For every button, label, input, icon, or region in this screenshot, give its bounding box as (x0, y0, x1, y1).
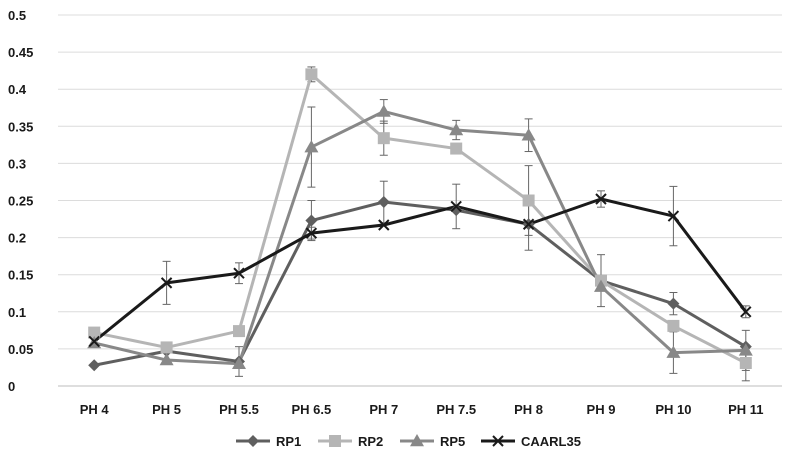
data-point-rp2 (305, 68, 318, 81)
data-point-caarl35 (305, 227, 318, 239)
error-bars (162, 66, 750, 382)
legend-label-rp5: RP5 (440, 434, 465, 449)
data-point-caarl35 (667, 210, 680, 222)
x-tick-label: PH 11 (728, 402, 763, 417)
data-point-rp1 (667, 297, 680, 310)
y-tick-label: 0.25 (8, 194, 33, 209)
data-point-rp2 (522, 194, 535, 207)
x-tick-label: PH 10 (655, 402, 691, 417)
legend-marker-rp2 (329, 435, 341, 447)
y-tick-label: 0.4 (8, 82, 27, 97)
y-tick-label: 0.35 (8, 119, 33, 134)
data-point-caarl35 (450, 200, 462, 213)
x-tick-label: PH 6.5 (292, 402, 332, 417)
y-tick-label: 0.05 (8, 342, 33, 357)
legend-label-rp1: RP1 (276, 434, 301, 449)
legend-item-rp2: RP2 (318, 434, 383, 449)
data-point-rp2 (450, 142, 463, 155)
data-point-rp5 (232, 356, 246, 369)
y-tick-label: 0.45 (8, 45, 33, 60)
data-point-caarl35 (378, 219, 390, 231)
series-line-rp1 (93, 200, 747, 367)
data-point-caarl35 (88, 335, 100, 348)
y-tick-label: 0.15 (8, 268, 33, 283)
series-line-rp5 (93, 109, 746, 366)
x-tick-label: PH 9 (587, 402, 616, 417)
x-tick-label: PH 7.5 (436, 402, 476, 417)
legend: RP1 RP2 RP5 CAARL35 (236, 434, 581, 449)
data-point-rp2 (88, 326, 101, 339)
legend-marker-rp1 (247, 435, 259, 447)
series-line-rp2 (93, 72, 747, 365)
x-tick-label: PH 4 (80, 402, 110, 417)
data-point-rp2 (739, 356, 752, 369)
legend-marker-caarl35 (492, 435, 504, 447)
data-point-rp2 (667, 319, 680, 332)
legend-item-rp5: RP5 (400, 434, 465, 449)
data-point-rp5 (449, 123, 464, 136)
x-axis-tick-labels: PH 4 PH 5 PH 5.5 PH 6.5 PH 7 PH 7.5 PH 8 PH 9 PH… (80, 402, 764, 417)
series-markers (87, 68, 753, 372)
data-point-rp5 (666, 345, 681, 358)
x-tick-label: PH 5.5 (219, 402, 259, 417)
data-point-rp5 (304, 140, 319, 153)
y-tick-label: 0 (8, 379, 15, 394)
legend-label-caarl35: CAARL35 (521, 434, 581, 449)
data-point-rp2 (233, 325, 245, 338)
data-point-rp5 (376, 104, 391, 117)
gridlines (58, 14, 782, 387)
data-point-caarl35 (595, 193, 607, 205)
data-point-rp5 (159, 353, 174, 366)
data-point-rp1 (88, 359, 101, 372)
legend-label-rp2: RP2 (358, 434, 383, 449)
legend-item-rp1: RP1 (236, 434, 301, 449)
x-tick-label: PH 5 (152, 402, 181, 417)
x-tick-label: PH 7 (369, 402, 398, 417)
legend-marker-rp5 (410, 434, 424, 447)
data-point-rp1 (305, 214, 318, 227)
data-point-caarl35 (160, 277, 173, 289)
data-point-rp1 (377, 195, 390, 208)
y-tick-label: 0.1 (8, 305, 26, 320)
y-tick-label: 0.3 (8, 156, 26, 171)
data-point-caarl35 (740, 306, 752, 318)
series-lines (93, 72, 747, 367)
y-tick-label: 0.5 (8, 8, 26, 23)
data-point-caarl35 (522, 218, 535, 230)
data-point-rp1 (450, 204, 463, 217)
data-point-rp5 (521, 128, 536, 141)
legend-item-caarl35: CAARL35 (481, 434, 581, 449)
x-tick-label: PH 8 (514, 402, 543, 417)
data-point-rp2 (377, 132, 390, 145)
data-point-rp5 (594, 279, 608, 292)
y-tick-label: 0.2 (8, 231, 26, 246)
data-point-caarl35 (233, 267, 245, 279)
data-point-rp5 (738, 343, 753, 356)
series-line-caarl35 (93, 197, 747, 343)
data-point-rp2 (160, 341, 173, 354)
y-axis-tick-labels: 0 0.05 0.1 0.15 0.2 0.25 0.3 0.35 0.4 0.45 0.5 (8, 8, 33, 394)
